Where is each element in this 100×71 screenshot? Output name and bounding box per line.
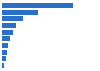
Bar — [2, 16, 23, 21]
Bar — [2, 56, 6, 61]
Bar — [2, 23, 16, 28]
Bar — [2, 30, 13, 35]
Bar — [2, 10, 38, 15]
Bar — [2, 63, 4, 68]
Bar — [2, 43, 8, 48]
Bar — [2, 50, 7, 55]
Bar — [2, 3, 73, 8]
Bar — [2, 36, 10, 41]
